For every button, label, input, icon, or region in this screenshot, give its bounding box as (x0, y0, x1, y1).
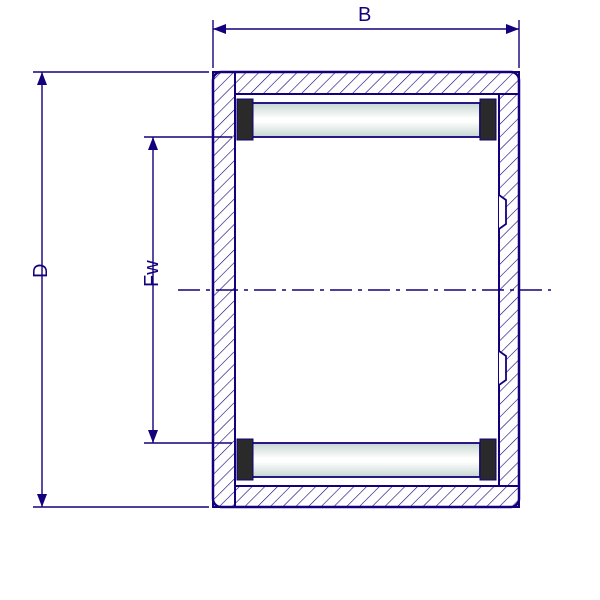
outer-ring-top-wall (213, 72, 519, 94)
label-Fw: Fw (141, 260, 164, 287)
outer-ring-bottom-wall (213, 486, 519, 507)
cage-bottom-right (480, 439, 496, 480)
cage-bottom-left (237, 439, 253, 480)
cage-top-left (237, 99, 253, 140)
right-notch-lower (499, 351, 506, 385)
cage-top-right (480, 99, 496, 140)
dim-B-arrow-right (506, 24, 519, 34)
label-B: B (358, 4, 371, 27)
bearing-svg (0, 0, 600, 600)
dim-D-arrow-top (37, 72, 47, 85)
dim-D-arrow-bottom (37, 494, 47, 507)
label-D: D (30, 264, 53, 278)
dim-Fw-arrow-bottom (148, 430, 158, 443)
dim-Fw-arrow-top (148, 137, 158, 150)
dim-B-arrow-left (213, 24, 226, 34)
roller-bottom (252, 443, 480, 477)
roller-top (252, 103, 480, 137)
bearing-diagram (0, 0, 600, 600)
right-notch-upper (499, 195, 506, 229)
